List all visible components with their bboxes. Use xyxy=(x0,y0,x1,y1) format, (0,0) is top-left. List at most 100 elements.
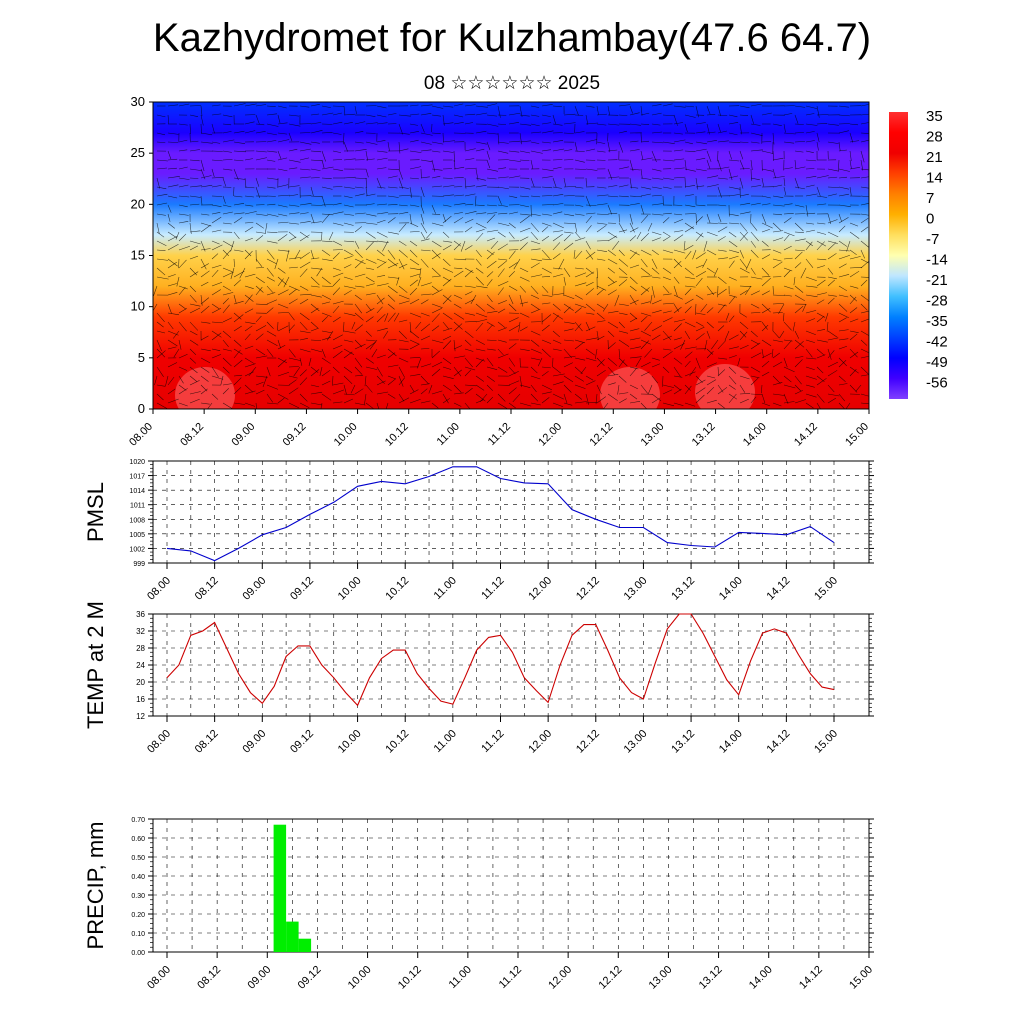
colorbar-labels: 35 28 21 14 7 0 -7 -14 -21 -28 -35 -42 -49 -56 xyxy=(926,108,948,392)
heatmap-x-tick-label: 15.00 xyxy=(843,421,871,449)
p-temp-x-tick-label: 10.12 xyxy=(383,728,411,756)
heatmap-y-tick-label: 20 xyxy=(131,196,145,211)
p-precip-x-tick-label: 08.12 xyxy=(195,964,223,992)
p-precip-y-axis-label: PRECIP, mm xyxy=(83,822,108,950)
heatmap-x-tick-label: 08.00 xyxy=(127,421,155,449)
wind-field xyxy=(153,103,869,409)
heatmap-y-tick-label: 30 xyxy=(131,94,145,109)
heatmap-x-tick-label: 14.12 xyxy=(792,421,820,449)
heatmap-x-tick-label: 10.12 xyxy=(383,421,411,449)
heatmap-x-tick-label: 09.00 xyxy=(229,421,257,449)
p-precip-y-tick-label: 0.10 xyxy=(131,931,145,938)
heatmap-x-tick-label: 09.12 xyxy=(281,421,309,449)
heatmap-x-tick-label: 13.12 xyxy=(690,421,718,449)
p-temp-y-axis-label: TEMP at 2 M xyxy=(83,601,108,729)
p-precip-x-tick-label: 08.00 xyxy=(145,964,173,992)
p-precip-x-tick-label: 14.00 xyxy=(747,964,775,992)
heatmap-x-tick-label: 11.00 xyxy=(435,421,462,448)
p-pmsl-x-tick-label: 12.12 xyxy=(574,575,602,603)
heatmap-x-tick-label: 12.00 xyxy=(536,421,564,449)
heatmap-x-tick-label: 13.00 xyxy=(639,421,667,449)
p-temp-y-tick-label: 20 xyxy=(136,678,145,687)
heatmap-x-tick-label: 11.12 xyxy=(486,421,513,448)
colorbar-label: -42 xyxy=(926,334,948,351)
p-precip-y-tick-label: 0.60 xyxy=(131,836,145,843)
p-precip-x-tick-label: 15.00 xyxy=(847,964,875,992)
p-precip-x-tick-label: 11.00 xyxy=(447,964,474,991)
colorbar-label: 35 xyxy=(926,108,943,125)
p-temp-frame xyxy=(152,613,870,717)
heatmap-x-tick-label: 08.12 xyxy=(178,421,206,449)
p-pmsl-x-tick-label: 09.00 xyxy=(240,575,268,603)
p-temp-x-tick-label: 09.12 xyxy=(288,728,316,756)
p-pmsl-y-tick-label: 1008 xyxy=(129,517,145,524)
p-pmsl-x-tick-label: 12.00 xyxy=(526,575,554,603)
temp-panel: 12 16 20 24 28 32 36 08.00 08.12 09.00 09.12 10.00 1… xyxy=(83,601,874,756)
p-temp-x-tick-label: 09.00 xyxy=(240,728,268,756)
heatmap-y-tick-label: 25 xyxy=(131,145,145,160)
p-pmsl-y-tick-label: 1020 xyxy=(129,459,145,466)
p-pmsl-x-tick-label: 11.00 xyxy=(432,575,459,602)
pmsl-panel: 999 1002 1005 1008 1011 1014 1017 1020 08.00 08.1… xyxy=(83,459,874,603)
p-temp-x-tick-label: 15.00 xyxy=(812,728,840,756)
heatmap-x-axis: 08.00 08.12 09.00 09.12 10.00 10.12 11.00 11.12… xyxy=(127,409,871,449)
colorbar-label: 0 xyxy=(926,211,934,228)
p-pmsl-y-tick-label: 1014 xyxy=(129,488,145,495)
p-precip-x-tick-label: 10.12 xyxy=(396,964,424,992)
colorbar: 35 28 21 14 7 0 -7 -14 -21 -28 -35 -42 -49 -56 xyxy=(889,108,948,399)
p-precip-x-tick-label: 10.00 xyxy=(346,964,374,992)
p-precip-x-tick-label: 12.12 xyxy=(596,964,624,992)
warm-spot xyxy=(175,367,235,409)
p-temp-y-tick-label: 32 xyxy=(136,627,145,636)
p-pmsl-y-tick-label: 1011 xyxy=(130,503,145,510)
colorbar-label: 28 xyxy=(926,129,943,146)
colorbar-label: 14 xyxy=(926,170,943,187)
p-precip-x-tick-label: 13.12 xyxy=(697,964,725,992)
p-temp-x-tick-label: 10.00 xyxy=(336,728,364,756)
p-precip-frame xyxy=(152,818,870,953)
colorbar-label: -56 xyxy=(926,375,948,392)
p-precip-y-tick-label: 0.20 xyxy=(131,912,145,919)
p-precip-x-tick-label: 09.00 xyxy=(245,964,273,992)
colorbar-label: -35 xyxy=(926,313,948,330)
heatmap-y-tick-label: 15 xyxy=(131,248,145,263)
p-precip-x-tick-label: 11.12 xyxy=(497,964,524,991)
p-pmsl-y-axis-label: PMSL xyxy=(83,482,108,542)
p-temp-x-tick-label: 12.00 xyxy=(526,728,554,756)
p-temp-y-tick-label: 16 xyxy=(136,695,145,704)
p-temp-x-tick-label: 13.12 xyxy=(669,728,697,756)
heatmap-background xyxy=(153,102,869,409)
p-precip-y-tick-label: 0.40 xyxy=(131,874,145,881)
chart-title: Kazhydromet for Kulzhambay(47.6 64.7) xyxy=(152,16,872,60)
colorbar-label: 21 xyxy=(926,149,943,166)
precip-bar xyxy=(298,938,312,952)
colorbar-label: -7 xyxy=(926,231,939,248)
heatmap-x-tick-label: 10.00 xyxy=(332,421,360,449)
precip-bar xyxy=(273,824,287,952)
precip-panel: 0.00 0.10 0.20 0.30 0.40 0.50 0.60 0.70 08.00 08.… xyxy=(83,817,875,992)
p-pmsl-y-tick-label: 999 xyxy=(133,561,145,568)
p-precip-y-tick-label: 0.70 xyxy=(131,817,145,824)
p-temp-x-tick-label: 11.00 xyxy=(432,728,459,755)
p-pmsl-x-tick-label: 11.12 xyxy=(479,575,506,602)
heatmap-x-tick-label: 14.00 xyxy=(741,421,769,449)
colorbar-label: -28 xyxy=(926,293,948,310)
p-pmsl-y-tick-label: 1002 xyxy=(129,546,145,553)
chart-subtitle: 08 ☆☆☆☆☆☆ 2025 xyxy=(423,73,601,94)
p-temp-x-tick-label: 13.00 xyxy=(622,728,650,756)
p-temp-x-tick-label: 14.00 xyxy=(717,728,745,756)
p-pmsl-frame xyxy=(152,460,870,564)
heatmap-y-tick-label: 10 xyxy=(131,299,145,314)
colorbar-label: -21 xyxy=(926,272,948,289)
heatmap-panel: 0 5 10 15 20 25 30 08.00 08.12 09.00 09.12 10.00 10… xyxy=(127,94,871,449)
p-pmsl-x-tick-label: 13.12 xyxy=(669,575,697,603)
p-precip-y-tick-label: 0.30 xyxy=(131,893,145,900)
heatmap-y-tick-label: 0 xyxy=(138,401,145,416)
colorbar-label: 7 xyxy=(926,190,934,207)
p-temp-y-tick-label: 24 xyxy=(136,661,145,670)
heatmap-x-tick-label: 12.12 xyxy=(587,421,615,449)
p-pmsl-x-tick-label: 08.00 xyxy=(145,575,173,603)
p-precip-y-tick-label: 0.50 xyxy=(131,855,145,862)
p-pmsl-x-tick-label: 13.00 xyxy=(622,575,650,603)
